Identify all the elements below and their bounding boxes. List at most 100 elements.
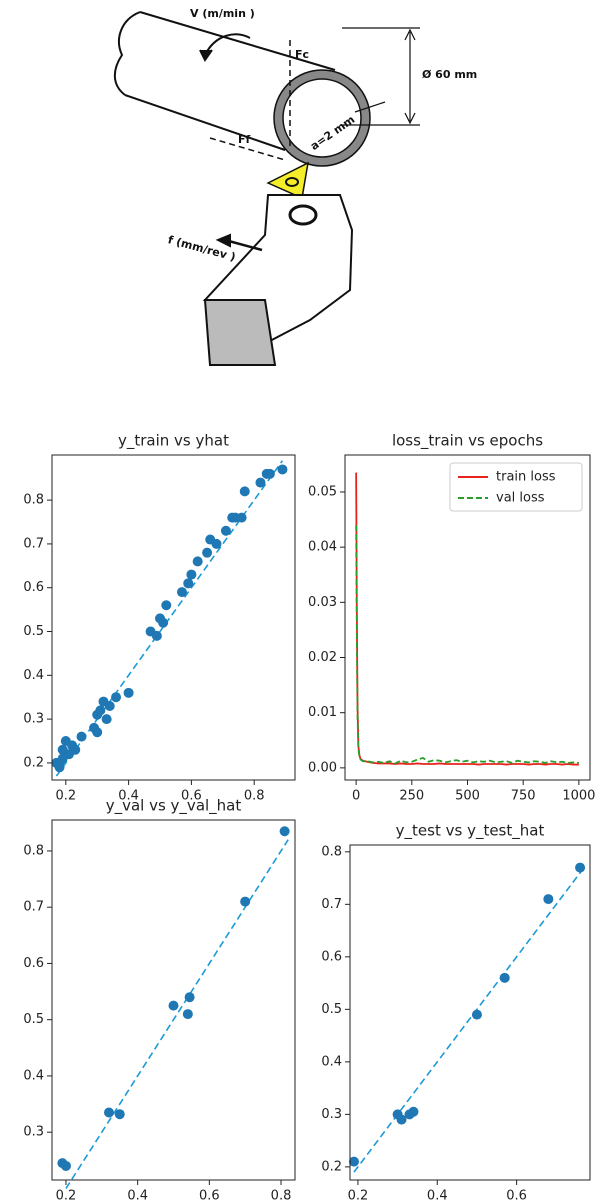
y-tick-label: 0.5 (23, 1012, 44, 1027)
x-tick-label: 1000 (562, 789, 595, 804)
point (161, 600, 171, 610)
chart-title: loss_train vs epochs (392, 432, 543, 451)
point (70, 745, 80, 755)
point (221, 526, 231, 536)
y-tick-label: 0.8 (23, 843, 44, 858)
point (183, 578, 193, 588)
plot-frame (350, 845, 590, 1180)
y-tick-label: 0.01 (308, 705, 337, 720)
point (152, 631, 162, 641)
y-tick-label: 0.6 (23, 580, 44, 595)
y-tick-label: 0.7 (321, 897, 342, 912)
chart-title: y_val vs y_val_hat (106, 797, 242, 816)
machining-diagram: V (m/min ) Fc Ø 60 mm Ff a=2 mm f (mm/re… (115, 7, 477, 365)
point (472, 1010, 482, 1020)
y-tick-label: 0.7 (23, 536, 44, 551)
diameter-label: Ø 60 mm (422, 68, 477, 81)
point (265, 469, 275, 479)
point (105, 701, 115, 711)
x-tick-label: 0.8 (244, 789, 265, 804)
point (408, 1107, 418, 1117)
point (186, 570, 196, 580)
point (102, 714, 112, 724)
holder-end (205, 300, 275, 365)
y-tick-label: 0.02 (308, 650, 337, 665)
point (61, 1161, 71, 1171)
workpiece-edge (125, 95, 285, 150)
point (77, 732, 87, 742)
y-tick-label: 0.00 (308, 760, 337, 775)
y-tick-label: 0.5 (321, 1002, 342, 1017)
loss-line (356, 525, 579, 763)
point (95, 705, 105, 715)
y-tick-label: 0.6 (23, 956, 44, 971)
y-tick-label: 0.3 (321, 1107, 342, 1122)
cutting-force-label: Fc (295, 48, 309, 61)
point (158, 618, 168, 628)
x-tick-label: 250 (399, 789, 424, 804)
x-tick-label: 0.4 (427, 1189, 448, 1204)
point (185, 992, 195, 1002)
speed-label: V (m/min ) (190, 7, 255, 20)
x-tick-label: 0.8 (271, 1189, 292, 1204)
y-tick-label: 0.4 (23, 1068, 44, 1083)
workpiece-end (115, 12, 140, 95)
y-tick-label: 0.8 (321, 844, 342, 859)
ring-outer (274, 70, 370, 166)
point (111, 692, 121, 702)
point (193, 556, 203, 566)
y-tick-label: 0.4 (23, 668, 44, 683)
workpiece-edge (140, 12, 335, 70)
y-tick-label: 0.6 (321, 949, 342, 964)
point (575, 863, 585, 873)
y-tick-label: 0.3 (23, 1125, 44, 1140)
point (51, 758, 61, 768)
arrowhead (200, 50, 212, 60)
x-tick-label: 0.6 (506, 1189, 527, 1204)
x-tick-label: 750 (511, 789, 536, 804)
y-tick-label: 0.04 (308, 540, 337, 555)
cutting-insert (268, 163, 308, 198)
point (280, 826, 290, 836)
page: V (m/min ) Fc Ø 60 mm Ff a=2 mm f (mm/re… (0, 0, 603, 1204)
x-tick-label: 0.2 (348, 1189, 369, 1204)
x-tick-label: 0.4 (127, 1189, 148, 1204)
plot-frame (52, 820, 295, 1180)
point (240, 486, 250, 496)
x-tick-label: 0.2 (56, 1189, 77, 1204)
point (104, 1108, 114, 1118)
x-tick-label: 0.2 (55, 789, 76, 804)
y-tick-label: 0.2 (23, 755, 44, 770)
loss-line (356, 473, 579, 765)
y-tick-label: 0.5 (23, 624, 44, 639)
dimension-line (342, 28, 420, 125)
y-tick-label: 0.4 (321, 1054, 342, 1069)
x-tick-label: 0 (352, 789, 360, 804)
y-tick-label: 0.2 (321, 1159, 342, 1174)
point (115, 1109, 125, 1119)
y-tick-label: 0.05 (308, 484, 337, 499)
y-tick-label: 0.3 (23, 712, 44, 727)
point (202, 548, 212, 558)
point (240, 897, 250, 907)
reference-line (66, 840, 288, 1189)
feed-force-label: Ff (238, 133, 251, 146)
chart-title: y_test vs y_test_hat (396, 822, 545, 841)
y-tick-label: 0.8 (23, 493, 44, 508)
point (500, 973, 510, 983)
x-tick-label: 0.6 (199, 1189, 220, 1204)
x-tick-label: 500 (455, 789, 480, 804)
legend-label: val loss (496, 491, 545, 506)
point (237, 513, 247, 523)
point (212, 539, 222, 549)
point (255, 478, 265, 488)
point (124, 688, 134, 698)
arrowhead (218, 235, 230, 246)
point (169, 1001, 179, 1011)
chart-title: y_train vs yhat (118, 432, 229, 451)
point (92, 727, 102, 737)
point (177, 587, 187, 597)
y-tick-label: 0.03 (308, 595, 337, 610)
point (543, 894, 553, 904)
point (277, 464, 287, 474)
